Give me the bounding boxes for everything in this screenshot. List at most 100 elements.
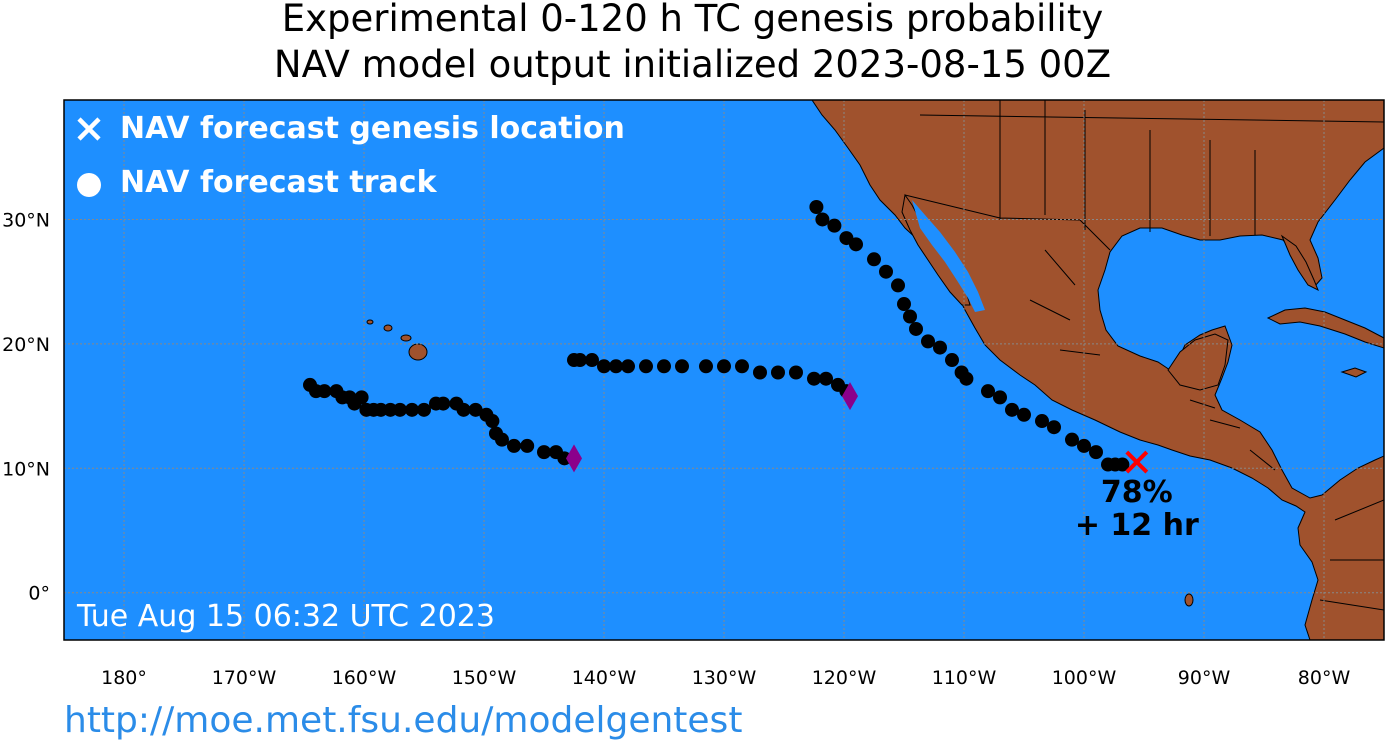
track-point — [879, 264, 893, 279]
land-hawaii-kauai — [366, 319, 374, 325]
track-point — [753, 365, 767, 380]
forecast-tracks — [303, 200, 1130, 473]
track-point — [597, 359, 611, 374]
track-point — [819, 371, 833, 386]
track-point — [933, 340, 947, 355]
gridlines — [64, 100, 1384, 640]
lon-tick-label: 150°W — [452, 667, 517, 689]
latitude-tick-labels: 30°N 20°N 10°N 0° — [2, 209, 50, 604]
track-point — [621, 359, 635, 374]
track-point — [1017, 407, 1031, 422]
track-point — [981, 384, 995, 399]
track-point — [809, 200, 824, 215]
track-point — [807, 371, 821, 386]
lat-tick-label: 20°N — [2, 334, 50, 356]
track-point — [520, 438, 535, 453]
track-point — [717, 359, 731, 374]
land-hawaii-big-island — [408, 343, 428, 361]
genesis-marker-group: 78%+ 12 hr — [1075, 450, 1199, 543]
genesis-probability-label: 78% — [1101, 475, 1173, 510]
lon-tick-label: 140°W — [572, 667, 637, 689]
track-point — [1005, 402, 1019, 417]
track-end-diamond — [842, 382, 858, 411]
land-florida — [1280, 234, 1319, 292]
track-point — [921, 334, 935, 349]
track-point — [557, 451, 572, 466]
land-north-america — [811, 100, 1384, 640]
track-point — [897, 297, 911, 312]
track-point — [485, 414, 500, 429]
lat-tick-label: 10°N — [2, 458, 50, 480]
genesis-x-marker — [1125, 450, 1149, 474]
track-point — [436, 396, 451, 411]
genesis-lead-time-label: + 12 hr — [1075, 508, 1199, 543]
track-point — [1047, 420, 1061, 435]
track-point — [393, 402, 407, 417]
x-marker-icon — [77, 117, 101, 141]
lon-tick-label: 170°W — [212, 667, 277, 689]
track-point — [1035, 414, 1049, 429]
track-point — [405, 402, 419, 417]
lon-tick-label: 120°W — [812, 667, 877, 689]
lat-tick-label: 30°N — [2, 209, 50, 231]
land-hawaii-oahu — [383, 324, 393, 332]
track-point — [383, 402, 398, 417]
lon-tick-label: 100°W — [1052, 667, 1117, 689]
source-url-link[interactable]: http://moe.met.fsu.edu/modelgentest — [64, 700, 743, 741]
track-point — [789, 365, 803, 380]
lon-tick-label: 110°W — [932, 667, 997, 689]
land-galapagos — [1184, 593, 1194, 607]
land-hawaii-maui — [400, 334, 412, 342]
track-point — [827, 218, 842, 233]
track-point — [657, 359, 671, 374]
track-point — [867, 252, 881, 267]
legend: NAV forecast genesis location NAV foreca… — [77, 111, 625, 200]
track-point — [373, 402, 388, 417]
track-point — [1065, 432, 1079, 447]
track-point — [417, 402, 431, 417]
track-point — [909, 321, 923, 336]
land-jamaica — [1340, 367, 1368, 378]
lon-tick-label: 160°W — [332, 667, 397, 689]
track-point — [675, 359, 689, 374]
forecast-track — [809, 200, 1130, 472]
track-point — [609, 359, 623, 374]
legend-genesis-label: NAV forecast genesis location — [120, 111, 625, 146]
track-point — [537, 445, 551, 460]
gulf-of-california — [912, 200, 985, 312]
track-point — [959, 371, 974, 386]
land-cuba — [1266, 307, 1384, 349]
chart-title-line-1: Experimental 0-120 h TC genesis probabil… — [281, 0, 1104, 40]
map-frame — [63, 99, 1385, 641]
track-point — [699, 359, 713, 374]
lon-tick-label: 80°W — [1298, 667, 1351, 689]
track-point — [585, 353, 599, 368]
forecast-track — [303, 377, 582, 473]
forecast-track — [567, 353, 858, 411]
track-point — [815, 212, 830, 227]
track-point — [735, 359, 749, 374]
lon-tick-label: 180° — [101, 667, 147, 689]
track-point — [573, 353, 587, 368]
land-layer — [366, 100, 1384, 640]
track-point — [507, 438, 521, 453]
track-point — [903, 309, 917, 324]
timestamp-label: Tue Aug 15 06:32 UTC 2023 — [76, 599, 495, 634]
track-point — [456, 402, 471, 417]
track-point — [354, 390, 369, 405]
track-point — [1089, 445, 1103, 460]
track-point — [891, 278, 905, 293]
lon-tick-label: 90°W — [1178, 667, 1231, 689]
track-point — [993, 390, 1007, 405]
track-point — [1115, 457, 1130, 472]
dot-marker-icon — [77, 173, 101, 197]
chart-title-line-2: NAV model output initialized 2023-08-15 … — [273, 43, 1112, 86]
lon-tick-label: 130°W — [692, 667, 757, 689]
track-point — [945, 353, 959, 368]
track-end-diamond — [566, 444, 582, 473]
track-point — [1077, 438, 1091, 453]
track-point — [317, 384, 332, 399]
legend-track-label: NAV forecast track — [120, 165, 438, 200]
land-yucatan — [1167, 333, 1229, 391]
